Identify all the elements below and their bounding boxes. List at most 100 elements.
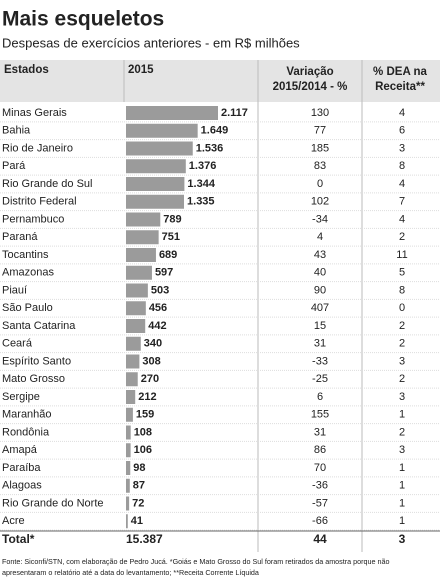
dea-share: 2 <box>399 338 405 350</box>
bar <box>126 106 218 120</box>
state-name: Paraíba <box>2 462 41 474</box>
variation: 90 <box>314 284 326 296</box>
variation: 77 <box>314 125 326 137</box>
bar <box>126 159 186 174</box>
bar-label: 1.344 <box>187 178 215 190</box>
variation: 15 <box>314 320 326 332</box>
state-name: Santa Catarina <box>2 320 76 332</box>
bar-label: 689 <box>159 249 177 261</box>
variation: 70 <box>314 462 326 474</box>
variation: -33 <box>312 355 328 367</box>
column-header: Variação <box>286 66 333 78</box>
dea-share: 0 <box>399 302 405 314</box>
bar <box>126 478 130 493</box>
bar <box>126 319 146 333</box>
bar <box>126 407 133 422</box>
bar <box>126 336 141 351</box>
variation: 0 <box>317 178 323 190</box>
bar-label: 106 <box>134 444 152 456</box>
bar-label: 41 <box>131 515 143 527</box>
variation: -57 <box>312 497 328 509</box>
dea-share: 2 <box>399 231 405 243</box>
dea-share: 1 <box>399 462 405 474</box>
variation: 4 <box>317 231 323 243</box>
state-name: Tocantins <box>2 249 49 261</box>
state-name: Mato Grosso <box>2 373 65 385</box>
dea-share: 2 <box>399 373 405 385</box>
bar <box>126 301 146 316</box>
bar <box>126 354 140 369</box>
chart-subtitle: Despesas de exercícios anteriores - em R… <box>2 35 300 50</box>
dea-share: 8 <box>399 160 405 172</box>
state-name: Ceará <box>2 338 33 350</box>
bar <box>126 265 152 280</box>
bar <box>126 248 156 262</box>
bar-label: 270 <box>141 373 159 385</box>
bar-label: 98 <box>133 462 145 474</box>
variation: 86 <box>314 444 326 456</box>
bar <box>126 141 193 156</box>
state-name: Bahia <box>2 125 31 137</box>
state-name: Sergipe <box>2 391 40 403</box>
bar-label: 108 <box>134 426 152 438</box>
dea-share: 11 <box>396 249 407 261</box>
dea-share: 4 <box>399 213 405 225</box>
dea-share: 1 <box>399 497 405 509</box>
bar-label: 87 <box>133 480 145 492</box>
state-name: Pernambuco <box>2 213 64 225</box>
variation: -36 <box>312 480 328 492</box>
state-name: Piauí <box>2 284 27 296</box>
variation: -34 <box>312 213 328 225</box>
bar-label: 1.335 <box>187 196 215 208</box>
bar-label: 1.536 <box>196 142 224 154</box>
state-name: Espírito Santo <box>2 355 71 367</box>
state-name: Distrito Federal <box>2 196 77 208</box>
dea-share: 4 <box>399 178 405 190</box>
bar <box>126 177 185 191</box>
variation: 31 <box>314 338 326 350</box>
bar <box>126 212 161 227</box>
state-name: Rio Grande do Norte <box>2 497 104 509</box>
bar <box>126 283 148 298</box>
bar <box>126 496 130 511</box>
state-name: Minas Gerais <box>2 107 67 119</box>
state-name: Acre <box>2 515 25 527</box>
dea-share: 3 <box>399 142 405 154</box>
total-variation: 44 <box>313 532 327 546</box>
dea-share: 7 <box>399 196 405 208</box>
total-value: 15.387 <box>126 532 163 546</box>
chart-title: Mais esqueletos <box>2 8 164 31</box>
state-name: Maranhão <box>2 409 52 421</box>
dea-share: 3 <box>399 355 405 367</box>
column-header: 2015 <box>128 64 154 76</box>
bar <box>126 194 185 209</box>
state-name: Rio de Janeiro <box>2 142 73 154</box>
column-header: % DEA na <box>373 66 427 78</box>
bar-label: 72 <box>132 497 144 509</box>
bar-label: 597 <box>155 267 173 279</box>
bar-label: 308 <box>142 355 160 367</box>
state-name: Rondônia <box>2 426 50 438</box>
bar-label: 503 <box>151 284 169 296</box>
bar-label: 159 <box>136 409 154 421</box>
variation: -25 <box>312 373 328 385</box>
total-label: Total* <box>2 532 35 546</box>
bar <box>126 443 131 458</box>
variation: 102 <box>311 196 329 208</box>
dea-share: 4 <box>399 107 405 119</box>
bar <box>126 514 128 529</box>
state-name: Amazonas <box>2 267 54 279</box>
bar-label: 1.649 <box>201 125 229 137</box>
dea-share: 1 <box>399 515 405 527</box>
bar-label: 442 <box>148 320 166 332</box>
bar <box>126 390 136 404</box>
bar-label: 456 <box>149 302 167 314</box>
footnote: Fonte: Siconfi/STN, com elaboração de Pe… <box>2 557 390 566</box>
bar <box>126 425 131 440</box>
bar-label: 1.376 <box>189 160 217 172</box>
state-name: Rio Grande do Sul <box>2 178 93 190</box>
variation: 6 <box>317 391 323 403</box>
bar-label: 789 <box>163 213 181 225</box>
variation: 155 <box>311 409 329 421</box>
